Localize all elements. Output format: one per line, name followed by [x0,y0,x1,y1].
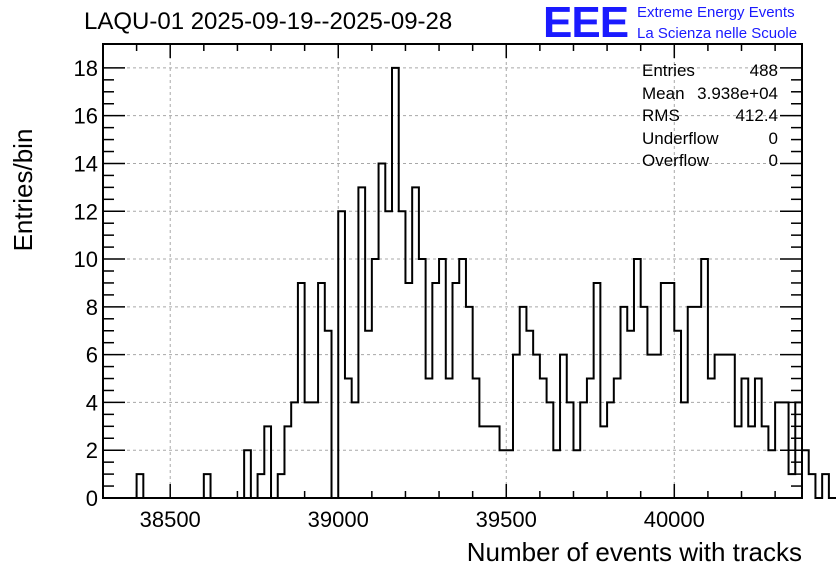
x-tick-label: 39500 [476,507,537,532]
stats-value: 412.4 [735,106,778,125]
histogram-series [103,66,836,499]
logo-line-2: La Scienza nelle Scuole [637,25,798,42]
y-tick-label: 12 [74,199,98,224]
y-tick-label: 8 [86,295,98,320]
stats-value: 3.938e+04 [697,83,778,103]
y-tick-label: 4 [86,390,98,415]
stats-row-overflow: Overflow 0 [642,150,778,173]
x-tick-label: 38500 [140,507,201,532]
stats-key: Mean [642,83,685,103]
y-tick-label: 16 [74,104,98,129]
stats-key: RMS [642,106,680,125]
stats-value: 0 [768,128,778,148]
eee-logo-mark: EEE [543,0,629,47]
stats-key: Underflow [642,128,719,148]
y-tick-label: 0 [86,486,98,511]
y-tick-label: 14 [74,151,98,176]
y-tick-label: 10 [74,247,98,272]
stats-key: Entries [642,61,695,80]
y-tick-label: 18 [74,56,98,81]
stats-value: 488 [749,61,778,80]
chart-title: LAQU-01 2025-09-19--2025-09-28 [84,8,453,35]
x-tick-label: 39000 [308,507,369,532]
stats-row-underflow: Underflow 0 [642,128,778,151]
x-axis-label: Number of events with tracks [466,537,802,567]
x-tick-label: 40000 [644,507,705,532]
stats-box: Entries 488 Mean 3.938e+04 RMS 412.4 Und… [642,60,778,173]
stats-row-entries: Entries 488 [642,60,778,83]
eee-logo-text: Extreme Energy Events La Scienza nelle S… [637,2,797,44]
logo-line-1: Extreme Energy Events [637,4,795,21]
y-tick-label: 6 [86,343,98,368]
stats-key: Overflow [642,151,710,170]
stats-row-rms: RMS 412.4 [642,105,778,128]
stats-row-mean: Mean 3.938e+04 [642,83,778,106]
y-tick-label: 2 [86,438,98,463]
stats-value: 0 [768,151,778,170]
